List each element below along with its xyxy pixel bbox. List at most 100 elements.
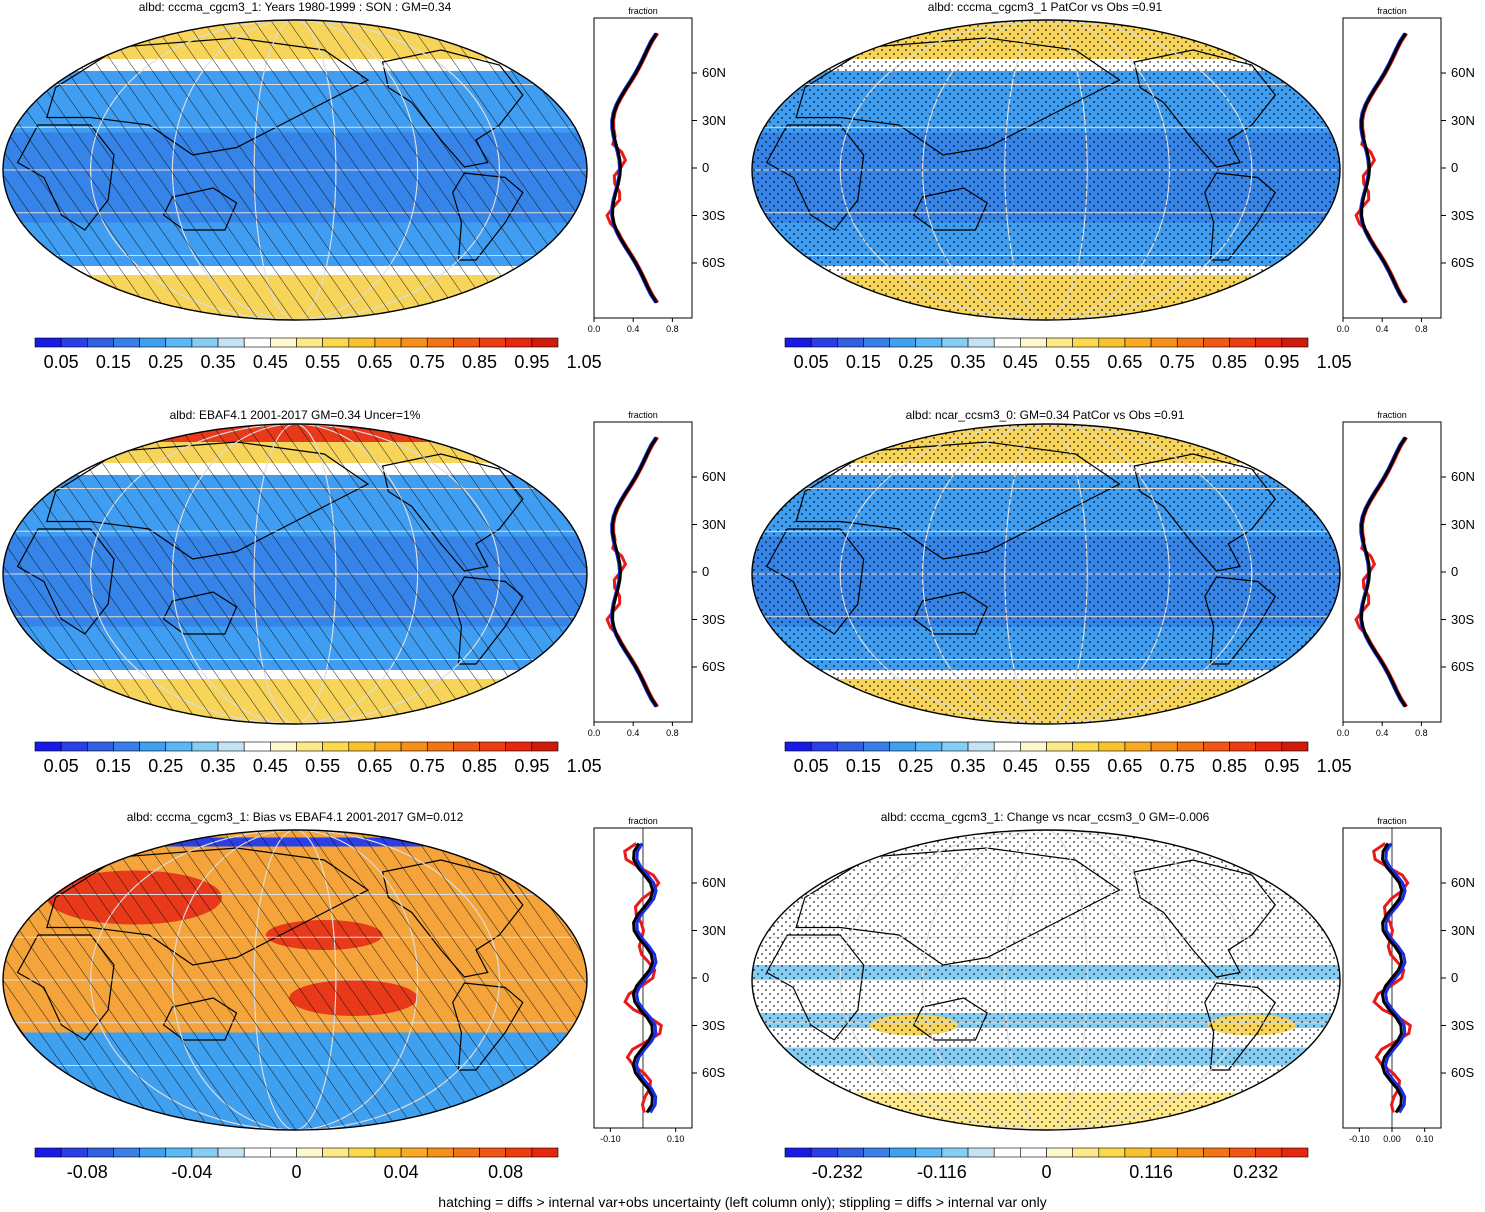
colorbar-label: 0.85: [462, 352, 498, 372]
colorbar-label: 0.65: [357, 756, 393, 776]
colorbar-swatch: [1124, 337, 1152, 348]
colorbar-swatch: [1098, 337, 1126, 348]
colorbar-label: 0.45: [252, 756, 288, 776]
colorbar-swatch: [426, 741, 454, 752]
map-p6: [752, 830, 1340, 1130]
colorbar-swatch: [1150, 741, 1178, 752]
profile-lat-label: 30S: [702, 611, 726, 627]
colorbar-swatch: [34, 741, 62, 752]
map-stipple-overlay: [752, 424, 1340, 724]
colorbar-swatch: [191, 337, 219, 348]
colorbar-swatch: [784, 1147, 812, 1158]
colorbar-label: 0.25: [898, 352, 934, 372]
colorbar-swatch: [348, 741, 376, 752]
profile-x-tick-label: -0.10: [600, 1134, 621, 1144]
colorbar-label: 0.95: [514, 756, 550, 776]
colorbar-swatch: [889, 337, 917, 348]
colorbar-swatch: [374, 741, 402, 752]
colorbar-swatch: [784, 337, 812, 348]
colorbar-label: 0.15: [95, 756, 131, 776]
profile-model-line: [1383, 842, 1407, 1114]
profile-x-tick-label: 0.8: [1415, 324, 1428, 334]
colorbar-swatch: [941, 1147, 969, 1158]
map-coastline: [527, 851, 574, 884]
colorbar-label: 0.35: [200, 352, 236, 372]
colorbar-swatch: [863, 1147, 890, 1158]
colorbar-swatch: [479, 1147, 506, 1158]
colorbar-swatch: [296, 1147, 323, 1158]
colorbar-swatch: [374, 1147, 402, 1158]
colorbar-swatch: [296, 337, 323, 348]
profile-x-tick-label: -0.10: [1349, 1134, 1370, 1144]
colorbar-label: 0.65: [1107, 756, 1143, 776]
colorbar-swatch: [915, 337, 943, 348]
profile-lat-label: 0: [1451, 970, 1459, 985]
profile-x-tick-label: 0.10: [666, 1134, 685, 1144]
colorbar-swatch: [87, 741, 114, 752]
colorbar-label: 0.25: [148, 352, 184, 372]
colorbar-label: 0.15: [95, 352, 131, 372]
profile-frame: [1342, 421, 1442, 723]
colorbar-swatch: [348, 1147, 376, 1158]
profile-x-tick-label: 0.8: [666, 324, 679, 334]
profile-lat-label: 60N: [702, 65, 726, 80]
colorbar-swatch: [165, 741, 193, 752]
profile-lat-label: 30N: [1451, 922, 1475, 938]
colorbar-swatch: [1124, 1147, 1152, 1158]
profile-x-tick-label: 0.4: [1375, 324, 1389, 334]
map-coastline: [527, 445, 574, 478]
colorbar-label: 0.45: [1002, 352, 1038, 372]
map-p1: [3, 20, 587, 320]
colorbar-swatch: [1255, 1147, 1283, 1158]
colorbar-swatch: [967, 741, 995, 752]
colorbar-label: 0.85: [462, 756, 498, 776]
colorbar-swatch: [505, 741, 533, 752]
colorbar-swatch: [139, 337, 167, 348]
map-hatch-overlay: [3, 830, 587, 1130]
colorbar-label: 0.85: [1212, 756, 1248, 776]
figure-footer-note: hatching = diffs > internal var+obs unce…: [438, 1194, 1047, 1210]
colorbar-swatch: [1176, 1147, 1204, 1158]
colorbar-label: 0.65: [357, 352, 393, 372]
colorbar-swatch: [1046, 741, 1073, 752]
map-hatch-overlay: [3, 20, 587, 320]
profile-lat-label: 0: [702, 970, 710, 985]
colorbar-swatch: [810, 337, 838, 348]
colorbar-swatch: [941, 741, 969, 752]
colorbar-swatch: [270, 337, 297, 348]
colorbar-swatch: [139, 741, 167, 752]
profile-ensemble-line: [611, 32, 658, 304]
profile-lat-label: 30S: [1451, 611, 1475, 627]
profile-title: fraction: [1377, 410, 1407, 420]
colorbar-swatch: [1150, 1147, 1178, 1158]
panel-title-6: albd: cccma_cgcm3_1: Change vs ncar_ccsm…: [880, 810, 1210, 824]
colorbar-label: 0.15: [845, 352, 881, 372]
colorbar-label: 0.25: [898, 756, 934, 776]
colorbar-label: -0.116: [917, 1162, 967, 1182]
colorbar-swatch: [1281, 1147, 1309, 1158]
colorbar-swatch: [915, 741, 943, 752]
colorbar-label: 0.04: [383, 1162, 419, 1182]
profile-lat-label: 60N: [1451, 65, 1475, 80]
profile-lat-label: 60N: [702, 469, 726, 484]
colorbar-label: 0.75: [1159, 756, 1195, 776]
colorbar-swatch: [889, 1147, 917, 1158]
colorbar-swatch: [243, 741, 271, 752]
colorbar-label: 0.35: [950, 756, 986, 776]
profile-ensemble-line: [1380, 842, 1404, 1114]
colorbar-swatch: [505, 337, 533, 348]
colorbar-swatch: [60, 1147, 88, 1158]
colorbar-swatch: [531, 741, 559, 752]
colorbar-label: -0.08: [66, 1162, 108, 1182]
profile-lat-label: 60S: [702, 659, 726, 674]
colorbar-swatch: [784, 741, 812, 752]
colorbar-swatch: [479, 337, 506, 348]
colorbar-label: 0.116: [1129, 1162, 1173, 1182]
profile-x-tick-label: 0.4: [626, 728, 640, 738]
colorbar-label: 0.08: [488, 1162, 524, 1182]
profile-frame: [593, 421, 693, 723]
colorbar-swatch: [1255, 337, 1283, 348]
colorbar-label: 0.05: [793, 756, 829, 776]
profile-x-tick-label: 0.4: [1375, 728, 1389, 738]
